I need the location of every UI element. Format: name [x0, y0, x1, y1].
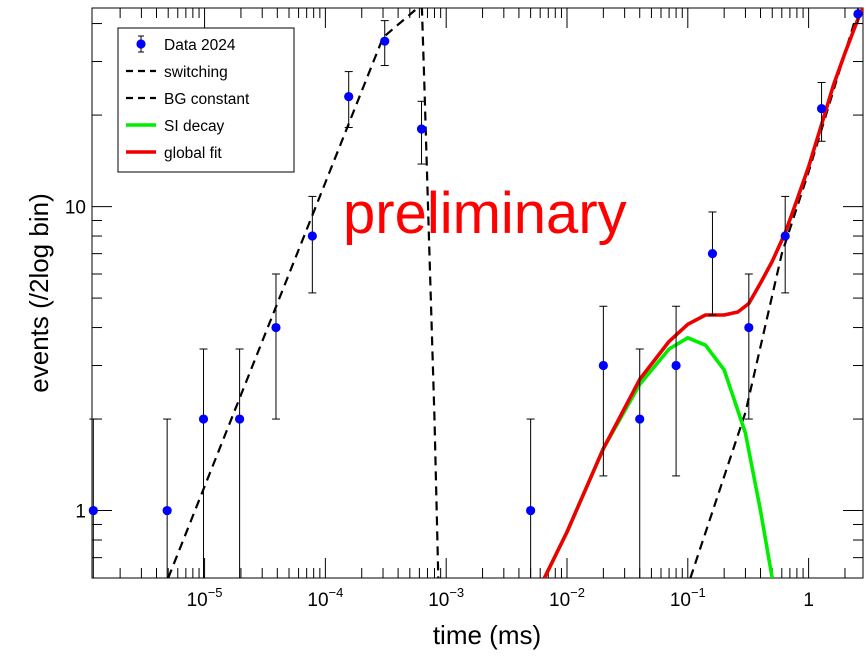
data-point: [744, 322, 754, 333]
fit-curves: [167, 8, 863, 578]
y-tick-label: 1: [75, 502, 86, 523]
y-axis-label: events (/2log bin): [24, 193, 54, 392]
legend-box: [117, 27, 295, 173]
legend-label-data-2024: Data 2024: [164, 37, 236, 54]
data-point: [198, 414, 209, 424]
data-point: [271, 322, 281, 333]
legend: Data 2024 switching BG constant SI decay glo…: [117, 27, 295, 173]
data-point: [235, 414, 245, 424]
global-fit-curve: [542, 8, 863, 578]
data-point: [598, 360, 608, 371]
switching-curve: [167, 8, 440, 578]
data-point: [344, 92, 354, 102]
axis-ticks: 10−5 10−4 10−3 10−2 10−1 1 1 10: [65, 8, 863, 611]
data-point: [635, 414, 645, 424]
data-points: [88, 8, 863, 578]
data-point: [380, 36, 390, 46]
legend-label-switching: switching: [164, 64, 228, 81]
x-tick-label: 10−5: [187, 585, 223, 611]
preliminary-watermark: preliminary: [343, 181, 627, 246]
data-point: [816, 104, 827, 114]
x-tick-label: 10−1: [670, 585, 706, 611]
x-tick-label: 10−2: [549, 585, 585, 611]
legend-label-bg-constant: BG constant: [164, 91, 250, 108]
data-point: [416, 124, 427, 134]
legend-marker: [136, 39, 146, 49]
data-point: [707, 249, 718, 259]
data-point: [88, 505, 98, 516]
y-tick-label: 10: [65, 198, 86, 219]
legend-label-si-decay: SI decay: [164, 118, 225, 135]
data-point: [853, 9, 863, 19]
data-point: [780, 231, 790, 241]
legend-label-global-fit: global fit: [164, 145, 222, 162]
x-tick-label: 1: [803, 590, 814, 611]
x-axis-label: time (ms): [433, 620, 541, 650]
data-point: [526, 505, 536, 516]
x-tick-label: 10−3: [428, 585, 464, 611]
data-point: [307, 231, 317, 241]
data-point: [162, 505, 172, 516]
x-tick-label: 10−4: [307, 585, 343, 611]
data-point: [671, 360, 681, 371]
